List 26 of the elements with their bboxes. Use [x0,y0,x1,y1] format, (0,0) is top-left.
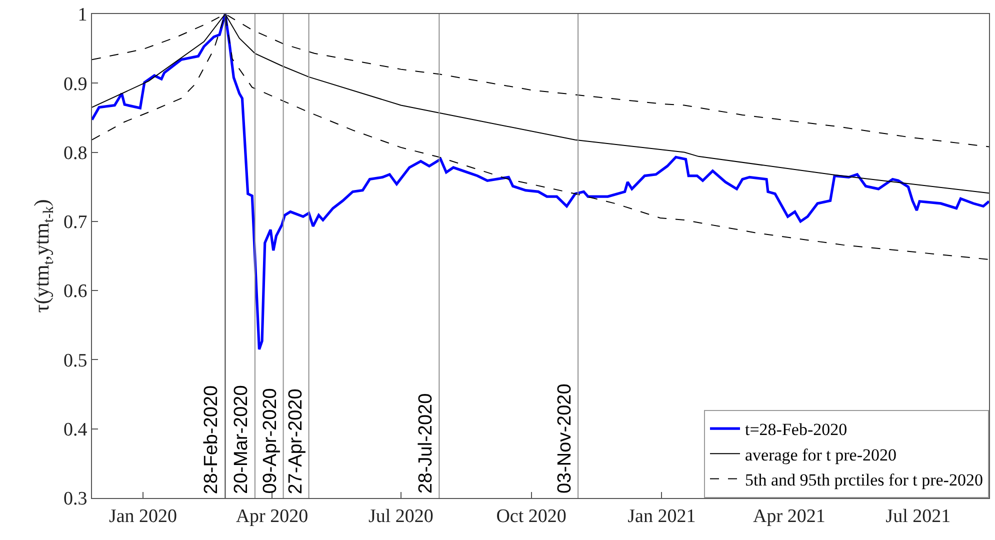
line-series [92,14,989,260]
ref-line-label: 28-Jul-2020 [416,393,437,494]
y-tick-label: 0.8 [63,142,88,164]
y-tick-label: 0.6 [63,281,88,302]
x-tick-label: Apr 2020 [236,506,308,527]
y-tick-label: 0.5 [63,350,88,372]
x-tick-label: Apr 2021 [753,506,826,527]
x-tick-label: Jan 2020 [108,506,178,527]
x-tick-label: Jul 2021 [886,506,951,527]
ref-line-label: 27-Apr-2020 [285,388,306,494]
x-tick-label: Jan 2021 [628,506,696,527]
ref-line-label: 20-Mar-2020 [230,385,252,494]
legend-label: average for t pre-2020 [745,445,897,464]
y-tick-label: 0.9 [63,74,88,95]
x-tick-label: Jul 2020 [368,506,434,527]
line-series [92,14,989,351]
legend-label: t=28-Feb-2020 [745,420,848,440]
y-tick-label: 0.7 [63,212,88,234]
ref-line-label: 03-Nov-2020 [554,384,576,494]
y-tick-label: 1 [78,4,88,26]
y-tick-label: 0.3 [63,488,88,510]
ref-line-label: 28-Feb-2020 [201,385,222,494]
y-tick-label: 0.4 [63,420,88,441]
x-tick-label: Oct 2020 [496,506,566,527]
legend-label: 5th and 95th prctiles for t pre-2020 [745,470,983,490]
ref-line-label: 09-Apr-2020 [260,388,281,494]
